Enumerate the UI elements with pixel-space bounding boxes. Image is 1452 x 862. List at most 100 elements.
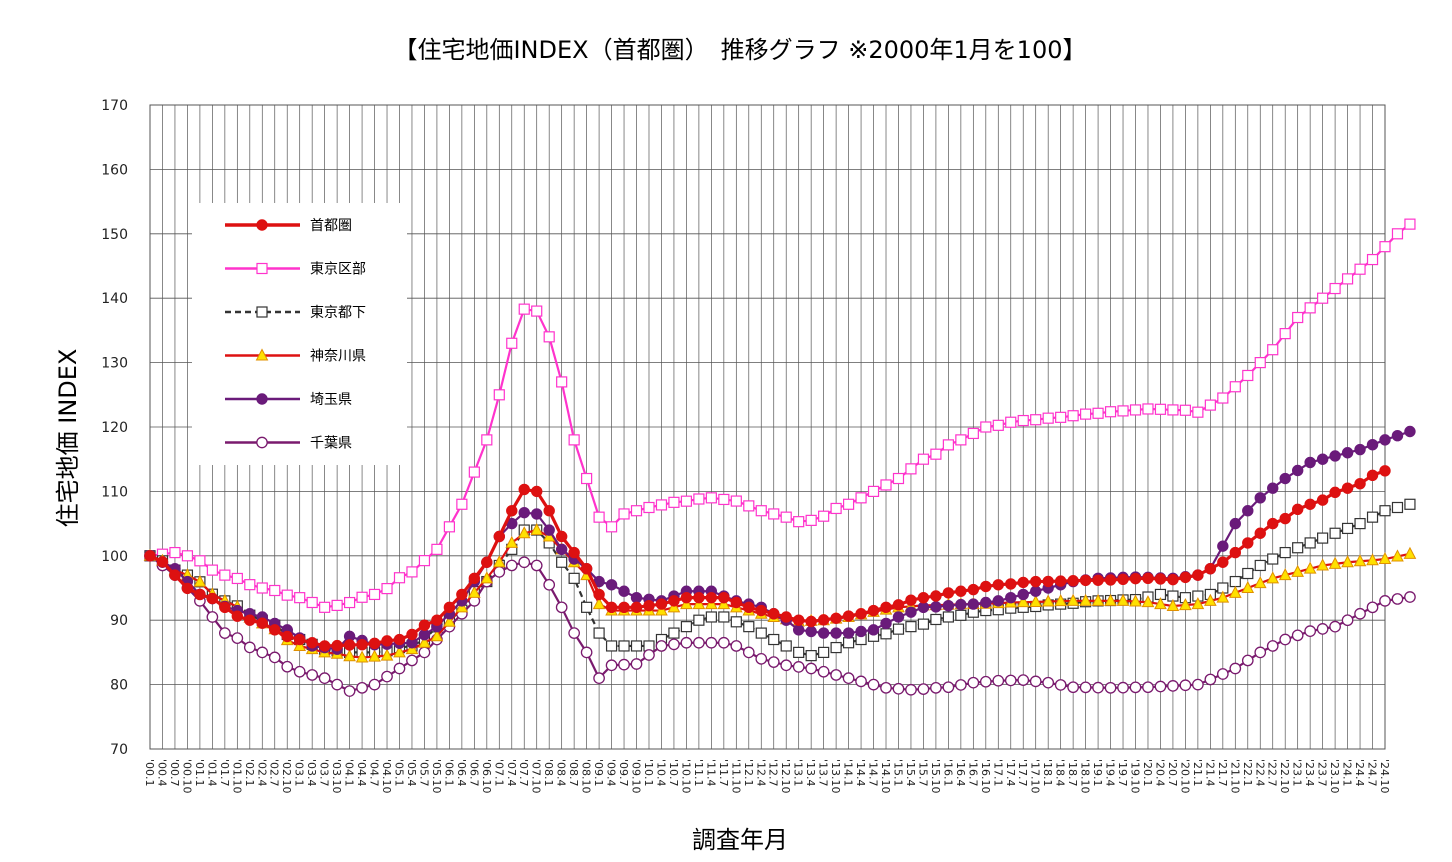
data-point	[1341, 447, 1354, 459]
data-point	[1216, 590, 1230, 603]
data-point	[1404, 591, 1416, 603]
data-point	[1266, 571, 1280, 584]
data-point	[480, 571, 494, 584]
data-point	[256, 646, 269, 659]
x-tick-label: '00.1	[143, 759, 156, 787]
x-tick-label: '07.1	[492, 759, 505, 787]
data-point	[1341, 273, 1354, 285]
x-tick-label: '10.1	[642, 759, 655, 787]
data-point	[618, 508, 630, 520]
data-point	[319, 601, 331, 613]
x-tick-label: '12.7	[767, 759, 780, 787]
data-point	[393, 645, 406, 658]
x-tick-label: '17.1	[991, 759, 1004, 787]
data-point	[593, 511, 605, 523]
data-point	[917, 618, 930, 630]
data-point	[1267, 344, 1279, 356]
x-tick-label: '22.10	[1278, 759, 1291, 794]
data-point	[818, 510, 830, 522]
x-tick-label: '05.7	[417, 759, 430, 787]
data-point	[730, 616, 742, 628]
data-point	[1316, 494, 1329, 506]
data-point	[431, 614, 443, 626]
data-point	[830, 502, 842, 515]
data-point	[643, 501, 655, 514]
data-point	[393, 662, 406, 675]
data-point	[1017, 414, 1029, 427]
data-point	[1167, 680, 1179, 692]
data-point	[393, 633, 406, 646]
data-point	[518, 483, 530, 496]
data-point	[306, 669, 319, 681]
data-point	[518, 556, 531, 569]
data-point	[1079, 574, 1092, 587]
x-tick-label: '18.7	[1066, 759, 1079, 787]
x-tick-label: '19.10	[1129, 759, 1142, 794]
data-point	[1404, 498, 1416, 510]
data-point	[1192, 678, 1204, 691]
y-tick-label: 140	[101, 291, 128, 307]
x-tick-label: '11.7	[717, 759, 730, 787]
data-point	[1042, 676, 1055, 689]
data-point	[1017, 588, 1029, 601]
data-point	[1304, 456, 1316, 469]
data-point	[1017, 674, 1030, 686]
data-point	[1141, 595, 1155, 608]
data-point	[169, 569, 181, 581]
data-point	[880, 628, 892, 640]
x-tick-label: '11.10	[729, 759, 742, 794]
data-point	[318, 672, 331, 685]
data-point	[830, 641, 842, 654]
data-point	[1017, 576, 1029, 589]
data-point	[955, 609, 967, 621]
data-point	[194, 555, 206, 567]
data-point	[693, 591, 705, 604]
data-point	[492, 555, 506, 568]
x-tick-label: '02.1	[243, 759, 256, 787]
data-point	[1304, 537, 1316, 549]
data-point	[1066, 593, 1080, 606]
data-point	[543, 331, 555, 343]
data-point	[1316, 623, 1329, 635]
x-tick-label: '12.1	[742, 759, 755, 787]
data-point	[1316, 558, 1329, 571]
x-tick-label: '13.1	[792, 759, 805, 787]
y-tick-label: 110	[101, 484, 128, 500]
legend-marker	[255, 348, 269, 361]
data-point	[568, 546, 580, 559]
x-tick-label: '08.4	[555, 759, 568, 787]
data-point	[705, 611, 717, 623]
data-point	[206, 611, 219, 623]
data-point	[818, 646, 830, 659]
data-point	[1142, 572, 1154, 585]
x-tick-label: '21.4	[1203, 759, 1216, 787]
data-point	[1117, 573, 1129, 586]
data-point	[1042, 412, 1054, 424]
x-tick-label: '24.1	[1341, 759, 1354, 787]
data-point	[1129, 572, 1142, 585]
data-point	[917, 453, 930, 465]
data-point	[481, 556, 493, 568]
data-point	[1304, 302, 1316, 314]
data-point	[942, 600, 955, 612]
x-tick-label: '11.4	[704, 759, 717, 787]
data-point	[231, 632, 244, 644]
x-tick-label: '13.4	[804, 759, 817, 787]
data-point	[717, 636, 730, 649]
data-point	[905, 594, 917, 606]
x-tick-label: '18.1	[1041, 759, 1054, 787]
legend-marker	[256, 262, 268, 275]
x-tick-label: '08.1	[542, 759, 555, 787]
data-point	[967, 598, 980, 610]
data-point	[505, 535, 519, 548]
data-point	[805, 662, 818, 675]
data-point	[281, 630, 293, 643]
data-point	[1129, 594, 1142, 607]
x-tick-label: '15.4	[904, 759, 917, 787]
y-tick-label: 120	[101, 420, 128, 436]
x-tick-label: '04.4	[355, 759, 368, 787]
data-point	[568, 627, 580, 639]
data-point	[1055, 411, 1067, 423]
data-point	[1204, 399, 1216, 411]
data-point	[905, 621, 917, 633]
